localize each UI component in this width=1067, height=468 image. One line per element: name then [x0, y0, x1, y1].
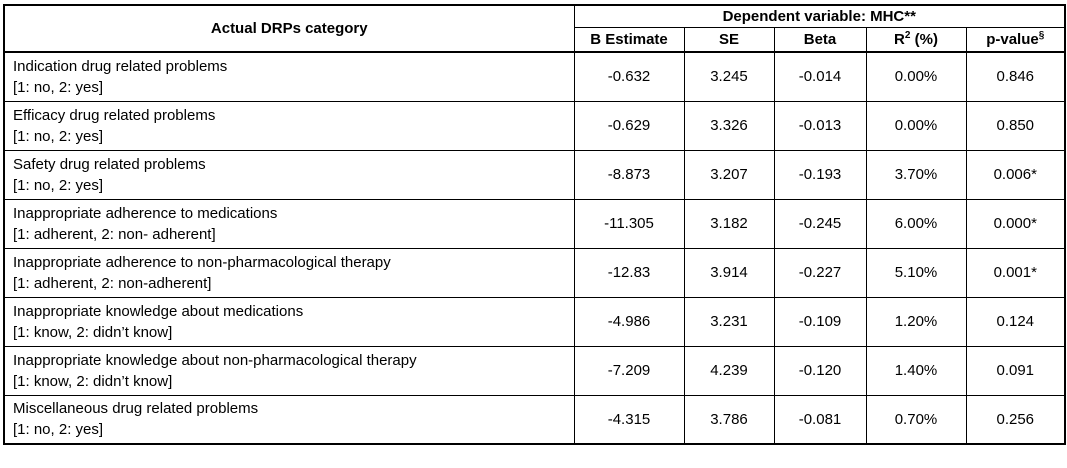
- b-estimate-value: -0.632: [573, 51, 685, 102]
- p-value-superscript: §: [1038, 29, 1045, 41]
- drp-category-scale: [1: know, 2: didn’t know]: [13, 372, 173, 390]
- r2-value: 6.00%: [865, 198, 967, 249]
- drp-category-label: Inappropriate knowledge about medication…: [13, 302, 304, 320]
- p-value-cell: 0.006*: [965, 149, 1066, 200]
- p-value-cell: 0.850: [965, 100, 1066, 151]
- drp-category-label: Miscellaneous drug related problems: [13, 400, 259, 418]
- r2-value: 1.20%: [865, 296, 967, 347]
- table-row: Inappropriate knowledge about medication…: [3, 296, 1066, 347]
- table-row: Efficacy drug related problems [1: no, 2…: [3, 100, 1066, 151]
- r2-value: 0.00%: [865, 51, 967, 102]
- category-cell: Inappropriate knowledge about non-pharma…: [3, 345, 575, 396]
- regression-results-table: Actual DRPs category Dependent variable:…: [3, 4, 1067, 445]
- category-cell: Indication drug related problems [1: no,…: [3, 51, 575, 102]
- drp-category-scale: [1: adherent, 2: non- adherent]: [13, 225, 216, 243]
- beta-value: -0.014: [773, 51, 867, 102]
- drp-category-scale: [1: know, 2: didn’t know]: [13, 323, 173, 341]
- drp-category-scale: [1: adherent, 2: non-adherent]: [13, 274, 212, 292]
- drp-category-scale: [1: no, 2: yes]: [13, 127, 104, 145]
- header-row-columns: B Estimate SE Beta R2 (%) p-value§: [4, 26, 1066, 53]
- se-value: 3.326: [683, 100, 775, 151]
- header-row-group: Actual DRPs category Dependent variable:…: [3, 4, 1066, 53]
- r2-value: 0.70%: [865, 394, 967, 445]
- b-estimate-value: -8.873: [573, 149, 685, 200]
- beta-value: -0.227: [773, 247, 867, 298]
- beta-value: -0.013: [773, 100, 867, 151]
- p-value-cell: 0.091: [965, 345, 1066, 396]
- drp-category-label: Inappropriate adherence to medications: [13, 204, 278, 222]
- r2-suffix: (%): [910, 30, 938, 48]
- drp-category-label: Safety drug related problems: [13, 155, 206, 173]
- b-estimate-value: -0.629: [573, 100, 685, 151]
- document-page: Actual DRPs category Dependent variable:…: [3, 4, 1067, 445]
- r2-value: 3.70%: [865, 149, 967, 200]
- table-row: Inappropriate adherence to medications […: [3, 198, 1066, 249]
- r2-label: R: [894, 30, 905, 48]
- drp-category-scale: [1: no, 2: yes]: [13, 78, 104, 96]
- category-cell: Inappropriate adherence to medications […: [3, 198, 575, 249]
- drp-category-scale: [1: no, 2: yes]: [13, 421, 104, 439]
- b-estimate-value: -11.305: [573, 198, 685, 249]
- b-estimate-value: -12.83: [573, 247, 685, 298]
- p-value-cell: 0.001*: [965, 247, 1066, 298]
- b-estimate-value: -4.315: [573, 394, 685, 445]
- table-row: Safety drug related problems [1: no, 2: …: [3, 149, 1066, 200]
- col-header-r2: R2 (%): [865, 26, 967, 53]
- category-cell: Inappropriate adherence to non-pharmacol…: [3, 247, 575, 298]
- p-value-cell: 0.124: [965, 296, 1066, 347]
- col-header-beta: Beta: [773, 26, 867, 53]
- se-value: 3.786: [683, 394, 775, 445]
- col-header-se: SE: [683, 26, 775, 53]
- category-column-header: Actual DRPs category: [3, 4, 575, 53]
- beta-value: -0.193: [773, 149, 867, 200]
- p-value-label: p-value: [986, 30, 1039, 48]
- r2-value: 5.10%: [865, 247, 967, 298]
- table-row: Inappropriate adherence to non-pharmacol…: [3, 247, 1066, 298]
- beta-value: -0.120: [773, 345, 867, 396]
- beta-value: -0.109: [773, 296, 867, 347]
- category-cell: Efficacy drug related problems [1: no, 2…: [3, 100, 575, 151]
- drp-category-label: Inappropriate knowledge about non-pharma…: [13, 351, 417, 369]
- col-header-b-estimate: B Estimate: [573, 26, 685, 53]
- table-row: Miscellaneous drug related problems [1: …: [3, 394, 1066, 445]
- b-estimate-value: -4.986: [573, 296, 685, 347]
- drp-category-label: Efficacy drug related problems: [13, 106, 216, 124]
- category-cell: Inappropriate knowledge about medication…: [3, 296, 575, 347]
- se-value: 3.231: [683, 296, 775, 347]
- dependent-variable-header: Dependent variable: MHC**: [573, 4, 1066, 28]
- b-estimate-value: -7.209: [573, 345, 685, 396]
- se-value: 3.182: [683, 198, 775, 249]
- r2-value: 0.00%: [865, 100, 967, 151]
- se-value: 3.914: [683, 247, 775, 298]
- drp-category-label: Indication drug related problems: [13, 57, 228, 75]
- beta-value: -0.245: [773, 198, 867, 249]
- table-row: Inappropriate knowledge about non-pharma…: [3, 345, 1066, 396]
- se-value: 4.239: [683, 345, 775, 396]
- se-value: 3.207: [683, 149, 775, 200]
- se-value: 3.245: [683, 51, 775, 102]
- col-header-p-value: p-value§: [965, 26, 1066, 53]
- beta-value: -0.081: [773, 394, 867, 445]
- category-cell: Safety drug related problems [1: no, 2: …: [3, 149, 575, 200]
- drp-category-label: Inappropriate adherence to non-pharmacol…: [13, 253, 391, 271]
- category-cell: Miscellaneous drug related problems [1: …: [3, 394, 575, 445]
- r2-value: 1.40%: [865, 345, 967, 396]
- r2-superscript: 2: [904, 29, 911, 41]
- p-value-cell: 0.256: [965, 394, 1066, 445]
- p-value-cell: 0.000*: [965, 198, 1066, 249]
- drp-category-scale: [1: no, 2: yes]: [13, 176, 104, 194]
- table-row: Indication drug related problems [1: no,…: [3, 51, 1066, 102]
- p-value-cell: 0.846: [965, 51, 1066, 102]
